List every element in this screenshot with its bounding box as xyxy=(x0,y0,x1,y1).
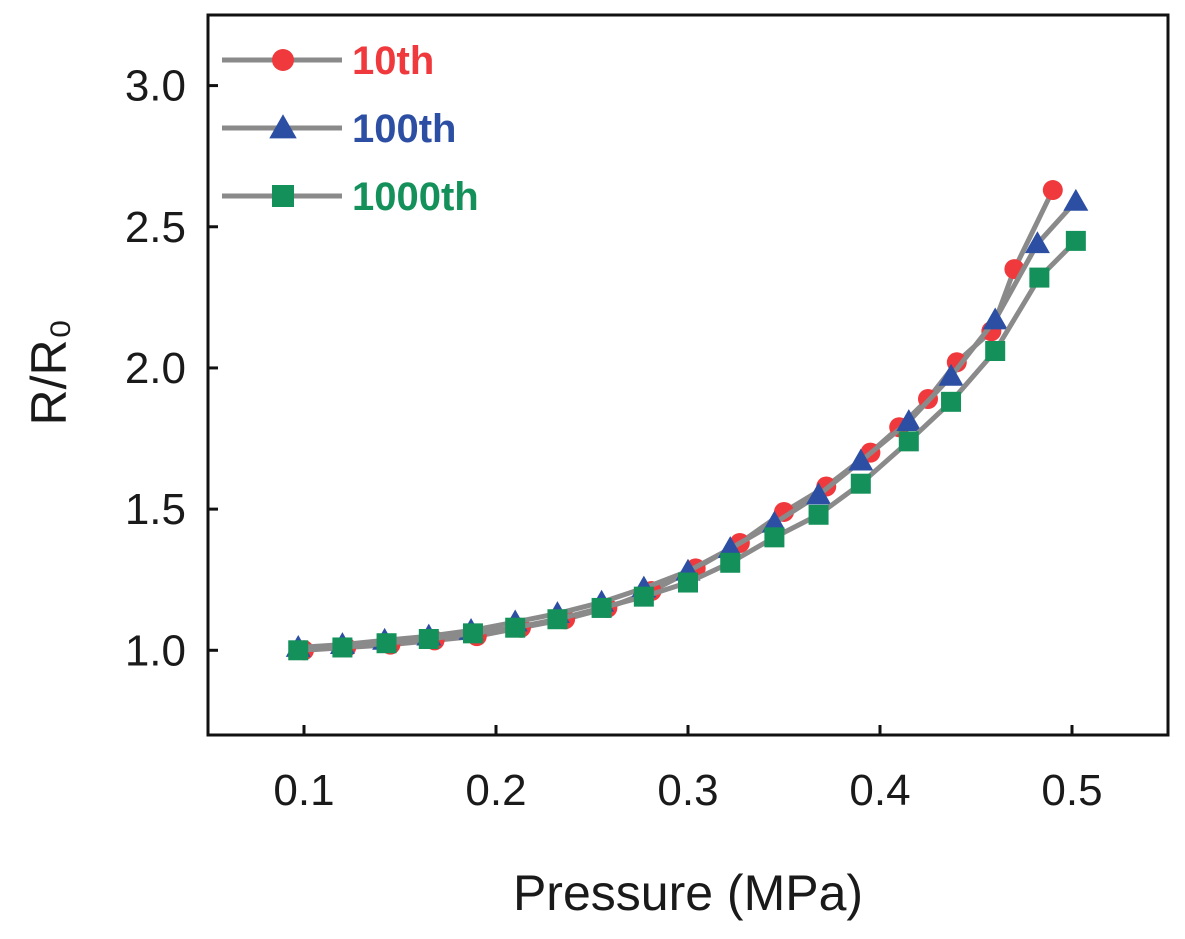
x-tick-label: 0.4 xyxy=(849,766,910,815)
data-point-1000th xyxy=(764,527,785,548)
data-point-100th xyxy=(848,448,874,471)
data-point-1000th xyxy=(418,629,439,649)
data-point-100th xyxy=(717,536,743,559)
data-point-1000th xyxy=(1029,267,1050,288)
data-point-1000th xyxy=(462,623,483,644)
data-point-1000th xyxy=(288,640,309,661)
legend-label-10th: 10th xyxy=(352,39,434,83)
y-tick-label: 3.0 xyxy=(125,62,186,111)
series-1000th xyxy=(288,230,1086,661)
y-tick-label: 1.0 xyxy=(125,626,186,675)
data-point-1000th xyxy=(633,586,654,607)
data-point-1000th xyxy=(505,617,526,638)
x-axis-ticks: 0.1 0.2 0.3 0.4 0.5 xyxy=(273,725,1103,815)
data-point-100th xyxy=(1024,231,1050,254)
legend-label-100th: 100th xyxy=(352,107,457,151)
data-point-1000th xyxy=(678,572,698,593)
x-tick-label: 0.1 xyxy=(273,766,334,815)
data-point-10th xyxy=(1042,180,1063,201)
data-point-1000th xyxy=(850,473,871,494)
data-point-100th xyxy=(1063,188,1089,211)
y-tick-label: 2.0 xyxy=(125,344,186,393)
data-point-1000th xyxy=(1065,230,1086,251)
x-tick-label: 0.3 xyxy=(657,766,718,815)
data-point-1000th xyxy=(985,341,1006,361)
x-tick-label: 0.2 xyxy=(465,766,526,815)
data-point-100th xyxy=(761,510,787,533)
data-point-1000th xyxy=(808,504,829,525)
series-layer xyxy=(285,180,1089,661)
legend: 10th 100th 1000th xyxy=(222,39,479,219)
data-point-100th xyxy=(806,482,832,505)
y-axis-ticks: 1.0 1.5 2.0 2.5 3.0 xyxy=(125,62,218,675)
data-point-10th xyxy=(774,501,794,522)
data-point-1000th xyxy=(547,609,568,630)
x-tick-label: 0.5 xyxy=(1041,766,1102,815)
data-point-1000th xyxy=(332,637,353,658)
data-point-100th xyxy=(982,307,1008,330)
legend-marker-1000th xyxy=(272,185,294,207)
data-point-1000th xyxy=(591,597,612,618)
data-point-1000th xyxy=(941,391,962,412)
legend-marker-10th xyxy=(272,49,294,71)
legend-label-1000th: 1000th xyxy=(352,175,479,219)
legend-entry-10th: 10th xyxy=(222,39,434,83)
legend-entry-100th: 100th xyxy=(222,107,457,151)
data-point-1000th xyxy=(898,431,919,452)
legend-marker-100th xyxy=(269,114,297,139)
data-point-1000th xyxy=(720,552,741,573)
y-tick-label: 2.5 xyxy=(125,203,186,252)
data-point-1000th xyxy=(376,633,397,654)
y-tick-label: 1.5 xyxy=(125,485,186,534)
y-axis-title: R/R₀ xyxy=(21,319,77,426)
x-axis-title: Pressure (MPa) xyxy=(513,865,863,921)
data-point-100th xyxy=(896,409,922,431)
legend-entry-1000th: 1000th xyxy=(222,175,479,219)
data-point-100th xyxy=(938,363,964,386)
